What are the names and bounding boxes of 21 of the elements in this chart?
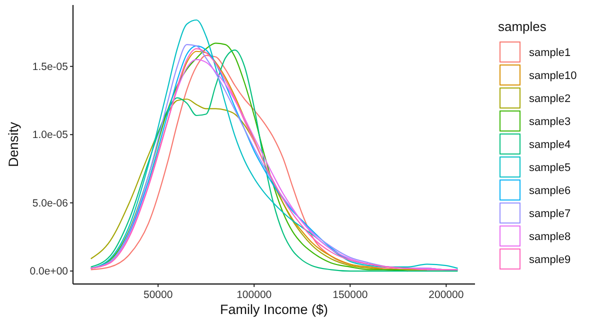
legend-label: sample6: [529, 185, 571, 197]
x-tick-label: 150000: [332, 289, 368, 301]
y-tick-label: 1.0e-05: [32, 129, 68, 142]
legend-label: sample9: [529, 254, 571, 266]
legend-label: sample8: [529, 231, 571, 243]
legend-label: sample3: [529, 116, 571, 128]
x-tick-label: 50000: [143, 289, 173, 301]
legend-label: sample10: [529, 70, 577, 82]
x-axis-title: Family Income ($): [220, 302, 328, 317]
y-tick-label: 1.5e-05: [32, 60, 68, 73]
y-axis-title: Density: [6, 122, 21, 168]
y-tick-label: 0.0e+00: [30, 266, 68, 278]
x-tick-label: 100000: [236, 289, 272, 301]
legend-label: sample5: [529, 162, 571, 174]
legend-label: sample4: [529, 139, 571, 151]
legend-label: sample7: [529, 208, 571, 220]
legend-label: sample1: [529, 47, 571, 59]
legend-title: samples: [498, 19, 547, 34]
legend-label: sample2: [529, 93, 571, 105]
y-tick-label: 5.0e-06: [32, 197, 68, 210]
x-tick-label: 200000: [428, 289, 464, 301]
